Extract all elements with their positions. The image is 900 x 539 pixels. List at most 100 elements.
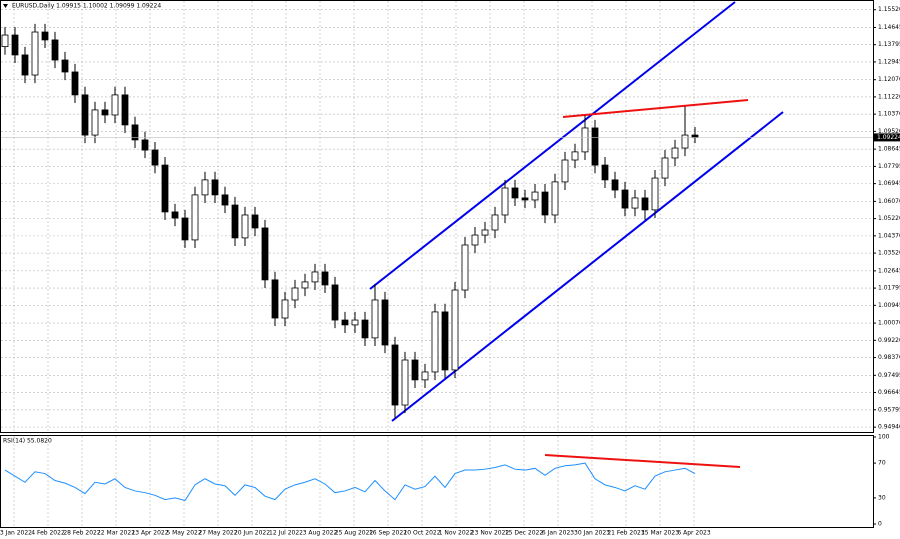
candle-body — [131, 124, 139, 141]
candle-body — [571, 151, 579, 161]
y-tick-label: 0.95795 — [878, 406, 900, 413]
channel-lower — [391, 111, 784, 422]
candle-body — [471, 234, 479, 246]
candle-body — [411, 359, 419, 381]
candle-body — [221, 194, 229, 206]
y-tick-label: 1.05220 — [878, 215, 900, 222]
y-tick-label: 1.14645 — [878, 24, 900, 31]
y-tick-label: 0.94940 — [878, 424, 900, 431]
rsi-line — [4, 462, 696, 502]
candle-body — [691, 134, 699, 138]
y-tick-label: 1.15520 — [878, 6, 900, 13]
candle-body — [111, 94, 119, 116]
x-tick-label: 6 Apr 2023 — [677, 530, 710, 537]
candle-body — [141, 139, 149, 151]
candle-body — [281, 299, 289, 319]
candle-body — [41, 31, 49, 41]
rsi-divergence — [544, 454, 741, 468]
candle-body — [671, 147, 679, 159]
candle-body — [651, 177, 659, 211]
x-tick-label: 4 Feb 2022 — [31, 530, 65, 537]
x-tick-label: 30 Jan 2023 — [574, 530, 610, 537]
rsi-tick-label: 70 — [878, 460, 886, 467]
x-tick-label: 1 Nov 2022 — [439, 530, 474, 537]
y-tick-label: 1.07795 — [878, 163, 900, 170]
rsi-panel — [0, 435, 874, 528]
candle-body — [201, 179, 209, 196]
candle-body — [101, 109, 109, 116]
x-tick-label: 10 Oct 2022 — [403, 530, 440, 537]
y-tick-label: 1.11220 — [878, 93, 900, 100]
y-tick-label: 1.12945 — [878, 58, 900, 65]
candle-body — [451, 289, 459, 371]
candle-body — [501, 187, 509, 216]
candle-body — [301, 281, 309, 289]
candle-body — [611, 179, 619, 191]
title-icon — [3, 4, 8, 8]
candle-body — [151, 149, 159, 166]
x-tick-label: 3 Aug 2022 — [303, 530, 338, 537]
x-tick-label: 13 Apr 2022 — [131, 530, 168, 537]
y-tick-label: 1.00945 — [878, 302, 900, 309]
candle-body — [431, 311, 439, 373]
candle-body — [11, 34, 19, 56]
x-tick-label: 27 May 2022 — [198, 530, 237, 537]
candle-body — [531, 191, 539, 201]
last-price-box — [874, 133, 900, 142]
y-tick-label: 1.06070 — [878, 198, 900, 205]
candle-body — [561, 159, 569, 183]
candle-body — [351, 319, 359, 326]
x-tick-label: 5 May 2022 — [166, 530, 201, 537]
candle-body — [621, 189, 629, 209]
x-tick-label: 16 Sep 2022 — [369, 530, 407, 537]
y-tick-label: 1.13795 — [878, 41, 900, 48]
price-panel — [0, 0, 874, 433]
candle-body — [251, 214, 259, 229]
candle-body — [551, 181, 559, 216]
chart-title: EURUSD,Daily 1.09915 1.10002 1.09099 1.0… — [12, 3, 161, 10]
candle-body — [21, 54, 29, 76]
x-tick-label: 15 Mar 2023 — [641, 530, 679, 537]
candle-body — [401, 359, 409, 406]
x-tick-label: 13 Jan 2022 — [0, 530, 32, 537]
candle-body — [421, 371, 429, 381]
candle-body — [51, 39, 59, 61]
y-tick-label: 0.97495 — [878, 372, 900, 379]
candle-body — [171, 211, 179, 219]
candle-body — [1, 34, 9, 48]
y-tick-label: 1.04370 — [878, 232, 900, 239]
channel-upper — [369, 1, 736, 290]
candle-body — [601, 164, 609, 181]
candle-body — [641, 197, 649, 211]
candle-body — [91, 109, 99, 136]
x-tick-label: 6 Jan 2023 — [542, 530, 574, 537]
candle-body — [631, 197, 639, 209]
y-tick-label: 1.09520 — [878, 128, 900, 135]
rsi-tick-label: 0 — [878, 521, 882, 528]
x-tick-label: 23 Nov 2022 — [471, 530, 510, 537]
candle-body — [481, 229, 489, 236]
candle-body — [81, 94, 89, 136]
candle-body — [491, 214, 499, 231]
candle-body — [541, 191, 549, 216]
candle-body — [121, 94, 129, 126]
x-tick-label: 21 Feb 2023 — [607, 530, 645, 537]
candle-body — [311, 271, 319, 283]
y-tick-label: 0.96645 — [878, 389, 900, 396]
candle-body — [61, 59, 69, 73]
candle-body — [341, 319, 349, 326]
candle-body — [461, 244, 469, 291]
candle-body — [521, 197, 529, 201]
candle-body — [321, 271, 329, 286]
candle-body — [291, 287, 299, 301]
candle-body — [261, 227, 269, 281]
candle-body — [361, 319, 369, 339]
x-tick-label: 12 Jul 2022 — [269, 530, 303, 537]
price-resistance — [562, 99, 749, 118]
x-tick-label: 20 Jun 2022 — [234, 530, 270, 537]
y-tick-label: 1.06945 — [878, 180, 900, 187]
